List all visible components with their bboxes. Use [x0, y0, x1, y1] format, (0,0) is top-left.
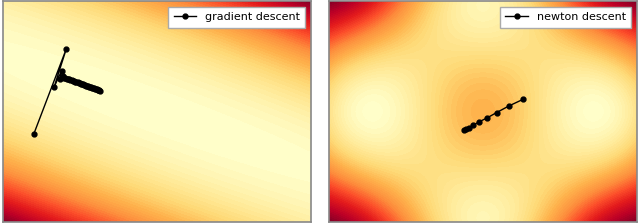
gradient descent	[90, 87, 97, 89]
newton descent	[460, 129, 468, 132]
gradient descent	[77, 82, 85, 85]
gradient descent	[93, 89, 101, 91]
gradient descent	[60, 76, 68, 79]
gradient descent	[86, 85, 93, 88]
Line: newton descent: newton descent	[461, 97, 525, 133]
gradient descent	[81, 84, 88, 86]
gradient descent	[61, 76, 69, 79]
gradient descent	[70, 80, 78, 83]
gradient descent	[79, 83, 87, 86]
newton descent	[465, 126, 473, 129]
newton descent	[505, 105, 513, 107]
gradient descent	[63, 47, 70, 50]
gradient descent	[68, 79, 76, 82]
gradient descent	[86, 86, 94, 89]
gradient descent	[95, 89, 102, 91]
gradient descent	[78, 83, 86, 85]
gradient descent	[83, 84, 90, 87]
gradient descent	[63, 77, 70, 80]
gradient descent	[88, 87, 96, 89]
Legend: gradient descent: gradient descent	[168, 7, 305, 28]
gradient descent	[92, 88, 100, 91]
newton descent	[519, 98, 527, 101]
gradient descent	[51, 86, 58, 88]
newton descent	[469, 124, 477, 127]
gradient descent	[91, 87, 99, 90]
gradient descent	[83, 85, 91, 87]
gradient descent	[58, 70, 65, 72]
gradient descent	[81, 84, 89, 87]
gradient descent	[84, 85, 92, 88]
Line: gradient descent: gradient descent	[31, 46, 102, 136]
gradient descent	[59, 75, 67, 77]
gradient descent	[64, 78, 72, 80]
gradient descent	[95, 89, 103, 92]
gradient descent	[96, 89, 104, 92]
gradient descent	[72, 80, 79, 83]
gradient descent	[30, 132, 38, 135]
gradient descent	[72, 81, 80, 83]
newton descent	[483, 117, 490, 120]
gradient descent	[93, 88, 100, 91]
gradient descent	[67, 78, 74, 81]
newton descent	[462, 128, 470, 130]
gradient descent	[65, 78, 73, 81]
gradient descent	[90, 87, 98, 90]
gradient descent	[56, 77, 64, 80]
gradient descent	[76, 82, 84, 85]
gradient descent	[88, 86, 95, 89]
gradient descent	[69, 79, 77, 82]
gradient descent	[74, 81, 81, 84]
gradient descent	[75, 82, 83, 84]
Legend: newton descent: newton descent	[500, 7, 631, 28]
newton descent	[475, 121, 483, 123]
newton descent	[493, 111, 500, 114]
